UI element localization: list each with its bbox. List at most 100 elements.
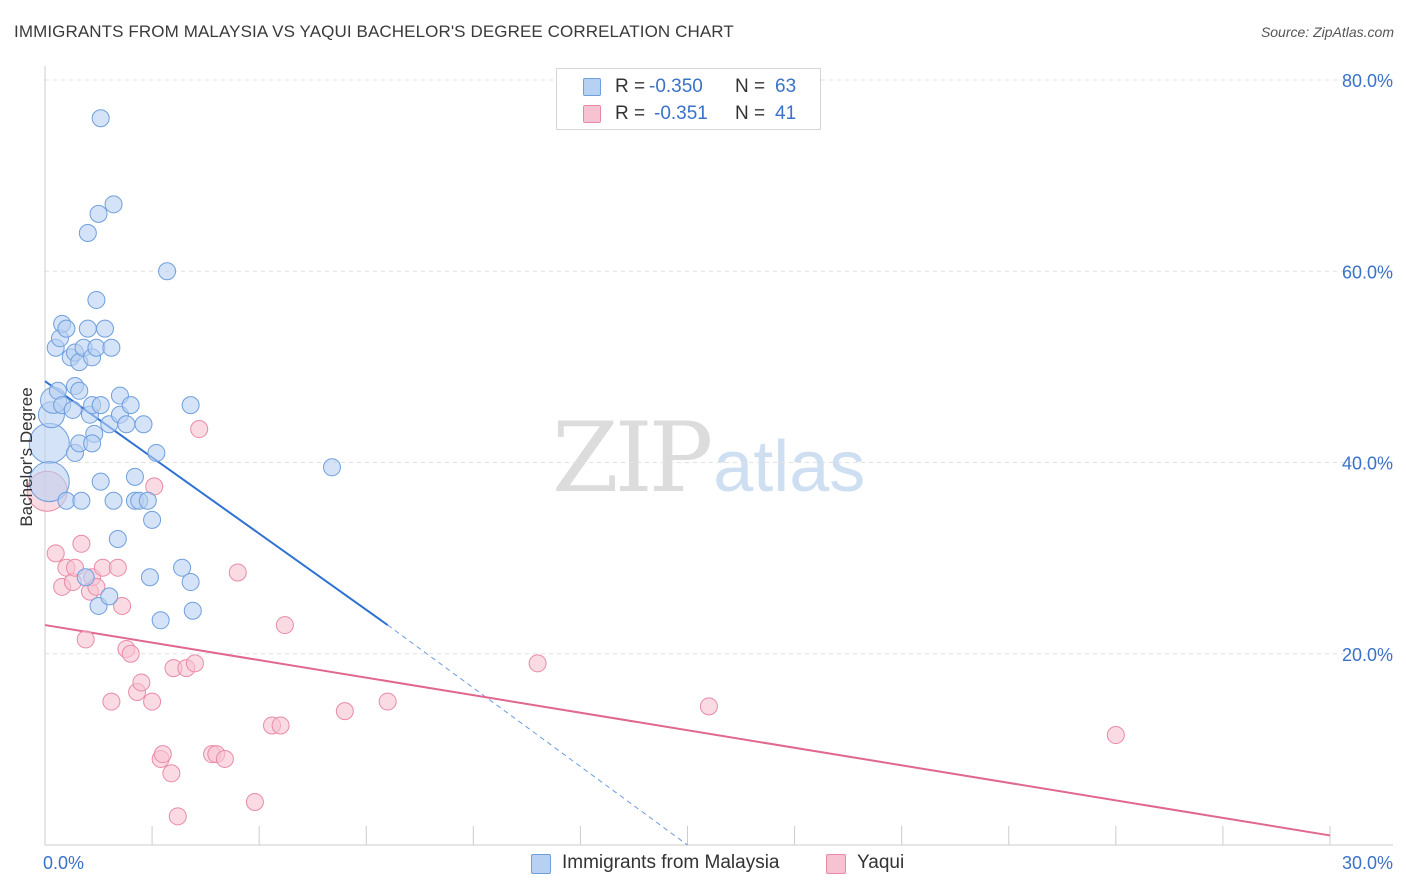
data-point-malaysia bbox=[125, 467, 144, 486]
trendlines bbox=[44, 380, 1331, 846]
data-points bbox=[26, 109, 1125, 826]
data-point-malaysia bbox=[173, 558, 192, 577]
correlation-legend: R = -0.350 N = 63 R = -0.351 N = 41 bbox=[556, 68, 821, 130]
data-point-yaqui bbox=[275, 616, 294, 635]
data-point-yaqui bbox=[1106, 726, 1125, 745]
data-point-yaqui bbox=[102, 692, 121, 711]
legend-r-value: -0.351 bbox=[654, 103, 708, 124]
legend-r-label: R = bbox=[615, 76, 646, 97]
data-point-yaqui bbox=[378, 692, 397, 711]
data-point-yaqui bbox=[228, 563, 247, 582]
data-point-yaqui bbox=[168, 807, 187, 826]
data-point-malaysia bbox=[72, 491, 91, 510]
data-point-yaqui bbox=[185, 654, 204, 673]
legend-n-value: 63 bbox=[775, 76, 797, 97]
legend-label-yaqui: Yaqui bbox=[857, 852, 905, 873]
data-point-malaysia bbox=[95, 319, 114, 338]
legend-label-malaysia: Immigrants from Malaysia bbox=[562, 852, 780, 873]
data-point-yaqui bbox=[132, 673, 151, 692]
trendline-yaqui bbox=[44, 624, 1331, 837]
data-point-yaqui bbox=[46, 544, 65, 563]
data-point-malaysia bbox=[140, 568, 159, 587]
data-point-yaqui bbox=[699, 697, 718, 716]
y-tick-label: 20.0% bbox=[1342, 645, 1393, 665]
watermark-zip: ZIP bbox=[552, 402, 713, 514]
data-point-malaysia bbox=[147, 443, 166, 462]
y-axis-label: Bachelor's Degree bbox=[17, 387, 36, 527]
data-point-malaysia bbox=[57, 491, 76, 510]
legend-n-label: N = bbox=[735, 103, 766, 124]
y-tick-label: 60.0% bbox=[1342, 262, 1393, 282]
chart-title: IMMIGRANTS FROM MALAYSIA VS YAQUI BACHEL… bbox=[14, 22, 734, 41]
source-label: Source: ZipAtlas.com bbox=[1260, 24, 1394, 40]
trendline-malaysia-extension bbox=[387, 624, 688, 846]
data-point-malaysia bbox=[134, 415, 153, 434]
x-tick-label: 0.0% bbox=[43, 853, 84, 873]
x-tick-label: 30.0% bbox=[1342, 853, 1393, 873]
data-point-yaqui bbox=[108, 558, 127, 577]
legend-r-label: R = bbox=[615, 103, 646, 124]
legend-n-label: N = bbox=[735, 76, 766, 97]
data-point-yaqui bbox=[121, 644, 140, 663]
legend-r-value: -0.350 bbox=[649, 76, 703, 97]
y-tick-label: 40.0% bbox=[1342, 454, 1393, 474]
data-point-yaqui bbox=[143, 692, 162, 711]
axes bbox=[44, 66, 1393, 846]
data-point-yaqui bbox=[335, 702, 354, 721]
data-point-malaysia bbox=[83, 434, 102, 453]
data-point-malaysia bbox=[183, 601, 202, 620]
watermark: ZIPatlas bbox=[552, 402, 865, 514]
data-point-malaysia bbox=[181, 573, 200, 592]
y-tick-label: 80.0% bbox=[1342, 71, 1393, 91]
data-point-malaysia bbox=[104, 491, 123, 510]
data-point-malaysia bbox=[151, 611, 170, 630]
data-point-malaysia bbox=[322, 458, 341, 477]
legend-swatch-blue bbox=[531, 854, 551, 874]
data-point-malaysia bbox=[138, 491, 157, 510]
data-point-malaysia bbox=[104, 195, 123, 214]
data-point-yaqui bbox=[76, 630, 95, 649]
data-point-malaysia bbox=[28, 461, 70, 503]
legend-swatch-pink bbox=[826, 854, 846, 874]
data-point-malaysia bbox=[57, 319, 76, 338]
tick-labels: 20.0% 40.0% 60.0% 80.0% 0.0% 30.0% bbox=[43, 71, 1393, 873]
legend-item-malaysia[interactable]: Immigrants from Malaysia bbox=[531, 852, 811, 876]
watermark-atlas: atlas bbox=[713, 427, 866, 507]
legend-n-value: 41 bbox=[775, 103, 797, 124]
data-point-yaqui bbox=[528, 654, 547, 673]
data-point-yaqui bbox=[93, 558, 112, 577]
legend-item-yaqui[interactable]: Yaqui bbox=[826, 852, 926, 876]
data-point-yaqui bbox=[271, 716, 290, 735]
data-point-malaysia bbox=[121, 396, 140, 415]
data-point-yaqui bbox=[113, 596, 132, 615]
data-point-malaysia bbox=[78, 224, 97, 242]
data-point-malaysia bbox=[102, 338, 121, 357]
data-point-malaysia bbox=[70, 381, 89, 400]
data-point-malaysia bbox=[143, 510, 162, 529]
gridlines bbox=[45, 79, 1393, 655]
data-point-malaysia bbox=[63, 400, 82, 419]
data-point-yaqui bbox=[153, 745, 172, 764]
data-point-malaysia bbox=[108, 530, 127, 548]
data-point-malaysia bbox=[91, 472, 110, 491]
data-point-malaysia bbox=[181, 396, 200, 415]
data-point-yaqui bbox=[245, 792, 264, 811]
data-point-malaysia bbox=[76, 568, 95, 587]
data-point-yaqui bbox=[190, 420, 209, 439]
data-point-malaysia bbox=[100, 587, 119, 606]
data-point-malaysia bbox=[89, 204, 108, 223]
data-point-malaysia bbox=[158, 262, 177, 281]
data-point-yaqui bbox=[72, 534, 91, 553]
data-point-malaysia bbox=[91, 109, 110, 128]
data-point-yaqui bbox=[215, 749, 234, 768]
legend-swatch-blue bbox=[583, 78, 601, 96]
data-point-malaysia bbox=[117, 415, 136, 434]
data-point-yaqui bbox=[162, 764, 181, 783]
legend-row-malaysia: R = -0.350 N = 63 bbox=[557, 75, 820, 99]
legend-swatch-pink bbox=[583, 105, 601, 123]
data-point-malaysia bbox=[87, 290, 106, 309]
data-point-malaysia bbox=[78, 319, 97, 338]
data-point-malaysia bbox=[87, 338, 106, 357]
legend-row-yaqui: R = -0.351 N = 41 bbox=[557, 102, 820, 126]
